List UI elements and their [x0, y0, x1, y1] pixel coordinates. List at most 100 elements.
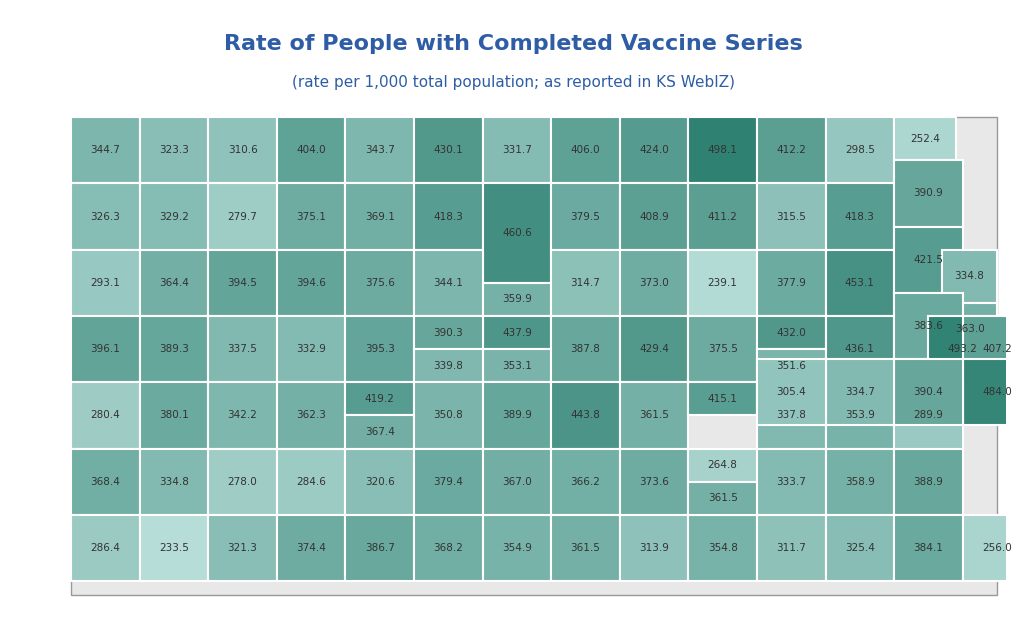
Text: 493.2: 493.2	[948, 344, 978, 354]
Text: 498.1: 498.1	[708, 145, 737, 155]
FancyBboxPatch shape	[826, 184, 895, 250]
Text: 344.1: 344.1	[433, 278, 463, 288]
FancyBboxPatch shape	[277, 449, 345, 515]
FancyBboxPatch shape	[757, 515, 826, 581]
Text: 386.7: 386.7	[365, 543, 394, 553]
FancyBboxPatch shape	[345, 250, 414, 316]
Text: 331.7: 331.7	[502, 145, 532, 155]
FancyBboxPatch shape	[826, 250, 895, 316]
FancyBboxPatch shape	[757, 359, 826, 425]
FancyBboxPatch shape	[619, 117, 688, 184]
Text: 375.5: 375.5	[708, 344, 737, 354]
FancyBboxPatch shape	[757, 382, 826, 449]
Text: 443.8: 443.8	[571, 411, 601, 420]
FancyBboxPatch shape	[895, 227, 962, 293]
FancyBboxPatch shape	[483, 382, 551, 449]
FancyBboxPatch shape	[551, 515, 619, 581]
FancyBboxPatch shape	[208, 184, 277, 250]
FancyBboxPatch shape	[414, 250, 483, 316]
FancyBboxPatch shape	[551, 449, 619, 515]
FancyBboxPatch shape	[414, 117, 483, 184]
Text: 315.5: 315.5	[776, 211, 806, 221]
Text: 326.3: 326.3	[90, 211, 120, 221]
Text: 298.5: 298.5	[845, 145, 875, 155]
FancyBboxPatch shape	[71, 250, 140, 316]
FancyBboxPatch shape	[483, 184, 551, 283]
Text: 394.6: 394.6	[296, 278, 326, 288]
Text: 359.9: 359.9	[502, 295, 532, 305]
Text: 412.2: 412.2	[776, 145, 806, 155]
Text: 252.4: 252.4	[910, 134, 940, 144]
FancyBboxPatch shape	[619, 515, 688, 581]
FancyBboxPatch shape	[414, 316, 483, 349]
FancyBboxPatch shape	[208, 382, 277, 449]
Text: 437.9: 437.9	[502, 327, 532, 338]
FancyBboxPatch shape	[757, 449, 826, 515]
Text: 361.5: 361.5	[708, 493, 737, 504]
FancyBboxPatch shape	[895, 359, 962, 425]
FancyBboxPatch shape	[551, 184, 619, 250]
FancyBboxPatch shape	[277, 117, 345, 184]
Text: 430.1: 430.1	[433, 145, 463, 155]
FancyBboxPatch shape	[71, 316, 140, 382]
Text: 320.6: 320.6	[365, 477, 394, 487]
FancyBboxPatch shape	[345, 449, 414, 515]
Text: 404.0: 404.0	[297, 145, 326, 155]
Text: 407.2: 407.2	[982, 344, 1012, 354]
FancyBboxPatch shape	[757, 117, 826, 184]
Text: 374.4: 374.4	[296, 543, 326, 553]
FancyBboxPatch shape	[688, 184, 757, 250]
FancyBboxPatch shape	[345, 184, 414, 250]
Text: 323.3: 323.3	[159, 145, 189, 155]
Text: 280.4: 280.4	[90, 411, 120, 420]
Text: 353.9: 353.9	[845, 411, 875, 420]
FancyBboxPatch shape	[277, 250, 345, 316]
FancyBboxPatch shape	[140, 316, 208, 382]
Text: 344.7: 344.7	[90, 145, 120, 155]
Text: 233.5: 233.5	[159, 543, 189, 553]
Text: 289.9: 289.9	[913, 411, 944, 420]
Text: 354.8: 354.8	[708, 543, 737, 553]
Text: 305.4: 305.4	[776, 387, 806, 398]
FancyBboxPatch shape	[962, 359, 1027, 425]
Text: 390.4: 390.4	[914, 387, 943, 398]
Text: 373.6: 373.6	[639, 477, 669, 487]
FancyBboxPatch shape	[688, 117, 757, 184]
FancyBboxPatch shape	[619, 449, 688, 515]
Text: 429.4: 429.4	[639, 344, 669, 354]
FancyBboxPatch shape	[208, 515, 277, 581]
Text: 373.0: 373.0	[639, 278, 669, 288]
FancyBboxPatch shape	[345, 515, 414, 581]
Text: 339.8: 339.8	[433, 361, 463, 371]
Text: 394.5: 394.5	[228, 278, 258, 288]
FancyBboxPatch shape	[757, 250, 826, 316]
Text: 337.5: 337.5	[228, 344, 258, 354]
FancyBboxPatch shape	[895, 382, 962, 449]
FancyBboxPatch shape	[277, 184, 345, 250]
Text: 388.9: 388.9	[913, 477, 944, 487]
FancyBboxPatch shape	[962, 515, 1027, 581]
Text: 350.8: 350.8	[433, 411, 463, 420]
FancyBboxPatch shape	[895, 160, 962, 227]
Text: 396.1: 396.1	[90, 344, 120, 354]
FancyBboxPatch shape	[895, 515, 962, 581]
FancyBboxPatch shape	[688, 382, 757, 415]
Text: 383.6: 383.6	[913, 321, 944, 331]
Text: 293.1: 293.1	[90, 278, 120, 288]
FancyBboxPatch shape	[414, 449, 483, 515]
FancyBboxPatch shape	[71, 117, 140, 184]
FancyBboxPatch shape	[140, 184, 208, 250]
Text: 313.9: 313.9	[639, 543, 669, 553]
Text: 379.4: 379.4	[433, 477, 463, 487]
FancyBboxPatch shape	[71, 117, 997, 594]
FancyBboxPatch shape	[277, 382, 345, 449]
Text: 361.5: 361.5	[571, 543, 601, 553]
FancyBboxPatch shape	[619, 184, 688, 250]
FancyBboxPatch shape	[483, 117, 551, 184]
FancyBboxPatch shape	[140, 382, 208, 449]
FancyBboxPatch shape	[483, 515, 551, 581]
Text: 379.5: 379.5	[571, 211, 601, 221]
FancyBboxPatch shape	[71, 184, 140, 250]
FancyBboxPatch shape	[688, 515, 757, 581]
FancyBboxPatch shape	[345, 415, 414, 449]
